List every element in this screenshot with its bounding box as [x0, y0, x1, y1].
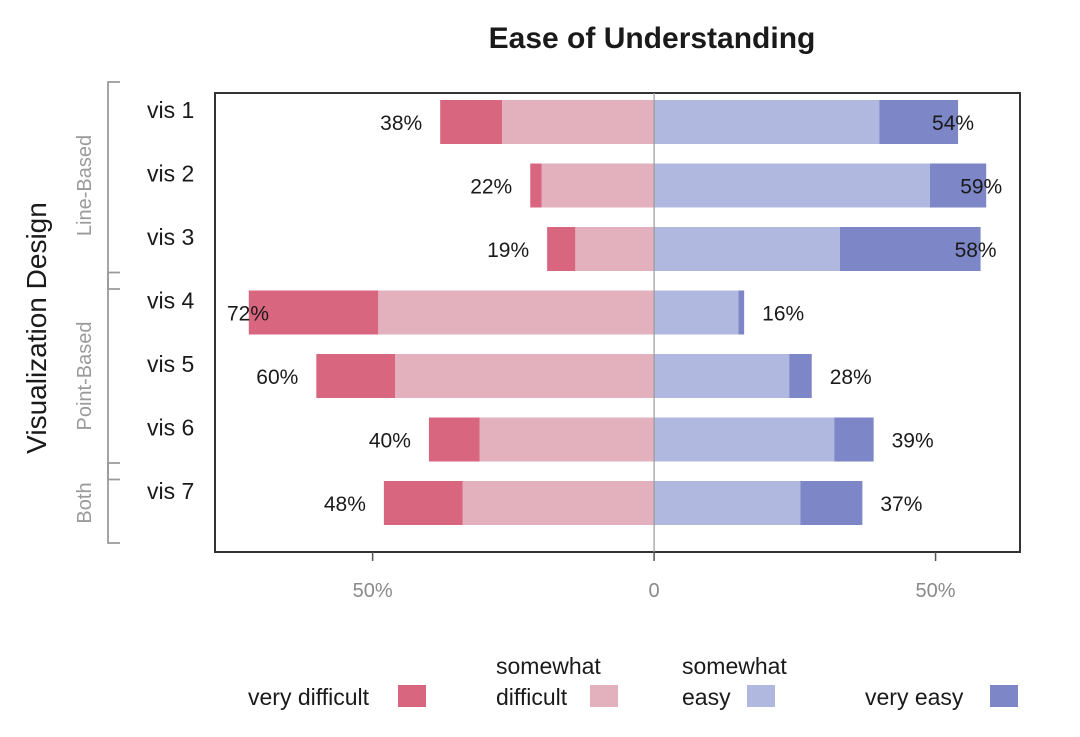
bar-segment-very-easy: [929, 163, 987, 208]
category-label: vis 5: [147, 351, 194, 377]
legend-swatch: [590, 685, 618, 707]
bar-segment-very-easy: [738, 290, 745, 335]
bar-segment-very-difficult: [316, 354, 396, 398]
legend-label: very difficult: [248, 684, 370, 710]
bar-segment-very-easy: [879, 100, 959, 144]
bar-segment-somewhat-easy: [654, 163, 930, 208]
bar-segment-somewhat-difficult: [479, 417, 655, 462]
group-label: Line-Based: [74, 135, 96, 236]
negative-total-label: 19%: [487, 239, 529, 262]
bar-segment-very-difficult: [440, 100, 503, 144]
negative-total-label: 22%: [470, 176, 512, 199]
category-label: vis 4: [147, 288, 195, 314]
positive-total-label: 54%: [932, 112, 974, 135]
bar-segment-somewhat-difficult: [502, 100, 655, 144]
legend-label: easy: [682, 684, 731, 710]
bar-segment-somewhat-easy: [654, 354, 790, 398]
x-tick-label: 0: [649, 580, 660, 602]
bar-segment-somewhat-difficult: [575, 227, 655, 271]
bar-segment-somewhat-easy: [654, 290, 739, 335]
category-label: vis 1: [147, 97, 194, 123]
bar-segment-very-difficult: [428, 417, 480, 462]
bar-segment-somewhat-easy: [654, 481, 801, 525]
negative-total-label: 38%: [380, 112, 422, 135]
bar-segment-very-easy: [800, 481, 863, 525]
y-axis-title: Visualization Design: [21, 202, 52, 454]
negative-total-label: 48%: [324, 493, 366, 516]
legend: very difficult somewhat difficult somewhat e…: [248, 653, 1018, 710]
plot-area: 50% 0 50% vis 1 38% 54% vis 2 22% 59% vis 3 19% 58%…: [74, 81, 1021, 602]
bar-segment-very-difficult: [248, 290, 379, 335]
positive-total-label: 28%: [830, 366, 872, 389]
bar-segment-very-easy: [789, 354, 812, 398]
bar-segment-very-easy: [839, 227, 981, 271]
legend-label: very easy: [865, 684, 964, 710]
legend-swatch: [398, 685, 426, 707]
chart-title: Ease of Understanding: [489, 22, 816, 55]
category-label: vis 3: [147, 224, 194, 250]
group-bracket: [107, 81, 120, 290]
bar-segment-very-easy: [834, 417, 874, 462]
bar-segment-somewhat-difficult: [395, 354, 655, 398]
legend-label: somewhat: [682, 653, 787, 679]
negative-total-label: 60%: [256, 366, 298, 389]
x-tick-label: 50%: [916, 580, 956, 602]
group-label: Point-Based: [74, 322, 96, 431]
positive-total-label: 37%: [880, 493, 922, 516]
category-label: vis 2: [147, 161, 194, 187]
positive-total-label: 16%: [762, 303, 804, 326]
bar-segment-somewhat-difficult: [541, 163, 655, 208]
positive-total-label: 58%: [955, 239, 997, 262]
bar-segment-somewhat-difficult: [462, 481, 655, 525]
group-bracket: [107, 271, 120, 481]
bar-segment-somewhat-easy: [654, 417, 835, 462]
bar-segment-somewhat-easy: [654, 227, 840, 271]
group-bracket: [107, 462, 120, 544]
legend-label: somewhat: [496, 653, 601, 679]
positive-total-label: 39%: [892, 430, 934, 453]
legend-label: difficult: [496, 684, 568, 710]
bar-segment-somewhat-difficult: [378, 290, 655, 335]
x-tick-label: 50%: [353, 580, 393, 602]
group-label: Both: [74, 482, 96, 523]
legend-swatch: [990, 685, 1018, 707]
negative-total-label: 72%: [227, 303, 269, 326]
bar-segment-very-difficult: [383, 481, 463, 525]
legend-swatch: [747, 685, 775, 707]
bar-segment-very-difficult: [530, 163, 542, 208]
category-label: vis 6: [147, 415, 194, 441]
category-label: vis 7: [147, 478, 194, 504]
bar-segment-very-difficult: [547, 227, 576, 271]
positive-total-label: 59%: [960, 176, 1002, 199]
bar-segment-somewhat-easy: [654, 100, 880, 144]
negative-total-label: 40%: [369, 430, 411, 453]
plot-frame: [214, 92, 1021, 553]
